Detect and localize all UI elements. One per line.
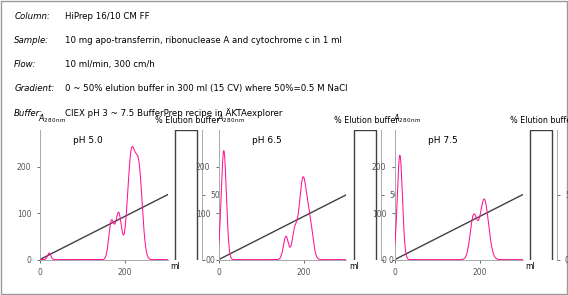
Text: Flow:: Flow: [14, 60, 37, 69]
Text: % Elution buffer: % Elution buffer [510, 116, 568, 124]
Text: pH 5.0: pH 5.0 [73, 136, 103, 145]
Text: Column:: Column: [14, 12, 50, 21]
Text: HiPrep 16/10 CM FF: HiPrep 16/10 CM FF [65, 12, 150, 21]
Text: ml: ml [349, 262, 358, 271]
Text: ml: ml [170, 262, 179, 271]
Text: pH 6.5: pH 6.5 [252, 136, 282, 145]
Text: % Elution buffer: % Elution buffer [334, 116, 398, 124]
Text: $A_{280\rm\,nm}$: $A_{280\rm\,nm}$ [218, 112, 245, 124]
Text: 10 mg apo-transferrin, ribonuclease A and cytochrome c in 1 ml: 10 mg apo-transferrin, ribonuclease A an… [65, 36, 342, 45]
Text: % Elution buffer: % Elution buffer [155, 116, 219, 124]
Text: Gradient:: Gradient: [14, 84, 55, 94]
Text: Sample:: Sample: [14, 36, 49, 45]
Text: ml: ml [525, 262, 534, 271]
Text: 0 ~ 50% elution buffer in 300 ml (15 CV) where 50%=0.5 M NaCl: 0 ~ 50% elution buffer in 300 ml (15 CV)… [65, 84, 348, 94]
Text: pH 7.5: pH 7.5 [428, 136, 458, 145]
Text: $A_{280\rm\,nm}$: $A_{280\rm\,nm}$ [39, 112, 66, 124]
Text: Buffer:: Buffer: [14, 109, 43, 118]
Text: $A_{280\rm\,nm}$: $A_{280\rm\,nm}$ [394, 112, 421, 124]
Text: 10 ml/min, 300 cm/h: 10 ml/min, 300 cm/h [65, 60, 155, 69]
Text: CIEX pH 3 ~ 7.5 BufferPrep recipe in ÄKTAexplorer: CIEX pH 3 ~ 7.5 BufferPrep recipe in ÄKT… [65, 109, 283, 118]
